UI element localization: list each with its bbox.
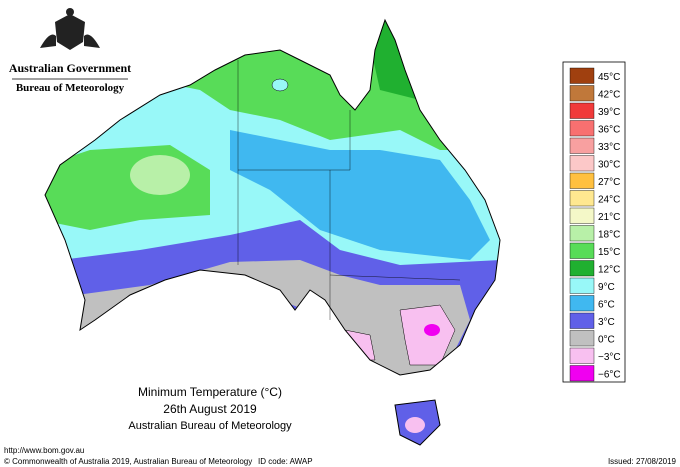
legend-label: 3°C — [598, 317, 615, 328]
legend-swatch — [569, 85, 595, 102]
state-borders — [237, 60, 461, 320]
legend-swatch — [569, 260, 595, 277]
map-source: Australian Bureau of Meteorology — [128, 420, 292, 432]
legend-swatch — [569, 102, 595, 119]
legend-swatch — [569, 277, 595, 294]
legend-label: 24°C — [598, 194, 620, 205]
legend-label: 30°C — [598, 159, 620, 170]
legend-swatch — [569, 365, 595, 382]
crest — [40, 8, 100, 50]
legend-label: 15°C — [598, 247, 620, 258]
legend-swatch — [569, 172, 595, 189]
id-code: ID code: AWAP — [258, 457, 313, 466]
issued-date: Issued: 27/08/2019 — [608, 457, 677, 466]
legend-label: 21°C — [598, 212, 620, 223]
legend-label: 6°C — [598, 299, 615, 310]
legend-swatch — [569, 312, 595, 329]
legend-label: 18°C — [598, 229, 620, 240]
legend-label: 33°C — [598, 142, 620, 153]
legend-label: 0°C — [598, 334, 615, 345]
agency-name: Bureau of Meteorology — [16, 82, 125, 94]
legend-label: 27°C — [598, 177, 620, 188]
copyright: © Commonwealth of Australia 2019, Austra… — [4, 457, 252, 466]
legend-label: −6°C — [598, 369, 621, 380]
legend-swatch — [569, 242, 595, 259]
government-name: Australian Government — [9, 61, 131, 75]
legend-swatch — [569, 330, 595, 347]
legend-swatch — [569, 207, 595, 224]
legend-swatch — [569, 155, 595, 172]
legend-swatch — [569, 347, 595, 364]
url: http://www.bom.gov.au — [4, 446, 84, 455]
legend-label: 9°C — [598, 282, 615, 293]
legend-label: 36°C — [598, 124, 620, 135]
legend: 45°C 42°C 39°C 36°C 33°C 30°C 27°C 24°C 21°C 18°C… — [569, 67, 621, 382]
map-date: 26th August 2019 — [163, 402, 257, 416]
map-title: Minimum Temperature (°C) — [138, 385, 282, 399]
legend-swatch — [569, 120, 595, 137]
legend-swatch — [569, 137, 595, 154]
legend-label: 42°C — [598, 89, 620, 100]
legend-label: 45°C — [598, 72, 620, 83]
legend-label: 39°C — [598, 107, 620, 118]
legend-swatch — [569, 225, 595, 242]
legend-label: 12°C — [598, 264, 620, 275]
legend-swatch — [569, 295, 595, 312]
legend-swatch — [569, 190, 595, 207]
coastline — [44, 18, 501, 446]
legend-label: −3°C — [598, 352, 621, 363]
legend-swatch — [569, 67, 595, 84]
